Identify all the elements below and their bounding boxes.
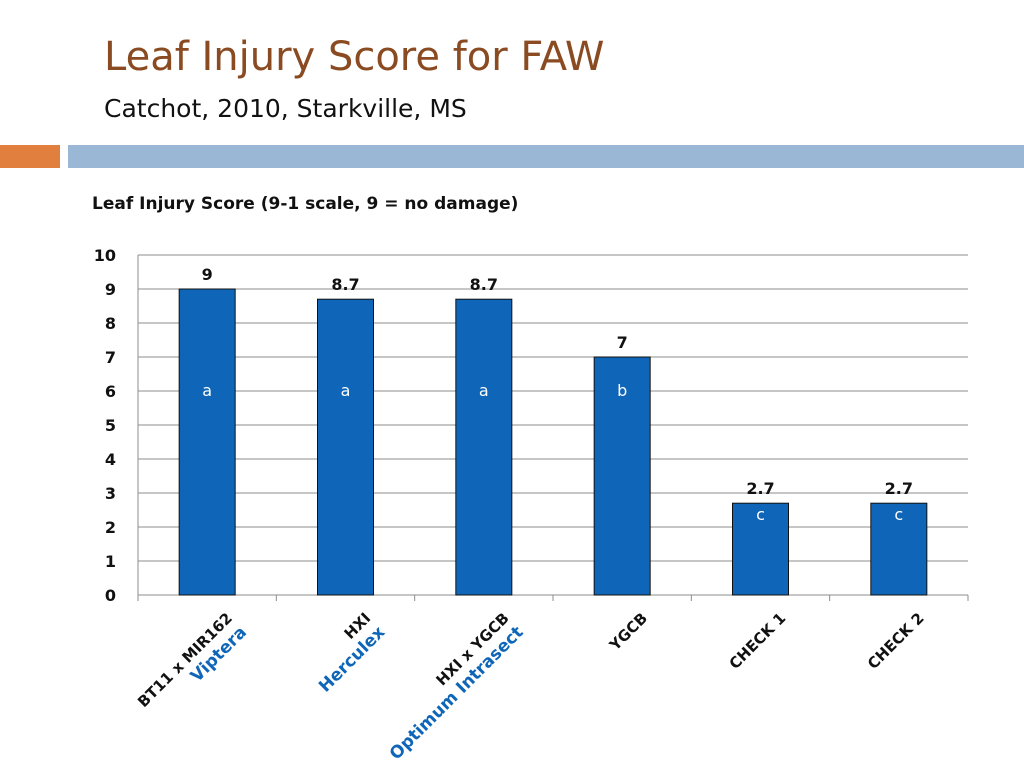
- y-tick-label: 10: [94, 246, 116, 265]
- category-name: CHECK 1: [726, 609, 790, 673]
- accent-band-orange: [0, 145, 60, 168]
- category-trade-name: Optimum Intrasect: [386, 623, 528, 765]
- significance-letter: a: [479, 381, 489, 400]
- y-tick-label: 9: [105, 280, 116, 299]
- significance-letter: a: [202, 381, 212, 400]
- category-label: CHECK 2: [864, 609, 928, 673]
- y-tick-label: 8: [105, 314, 116, 333]
- y-tick-label: 2: [105, 518, 116, 537]
- bar: [178, 288, 236, 596]
- significance-letter: c: [756, 505, 765, 524]
- data-label: 8.7: [470, 275, 498, 294]
- significance-letter: a: [341, 381, 351, 400]
- bar: [870, 502, 928, 596]
- y-tick-label: 4: [105, 450, 116, 469]
- slide-subtitle: Catchot, 2010, Starkville, MS: [104, 94, 467, 123]
- category-label: BT11 x MIR162Viptera: [134, 609, 251, 726]
- y-tick-label: 3: [105, 484, 116, 503]
- category-label: HXI x YGCBOptimum Intrasect: [372, 609, 527, 764]
- data-label: 8.7: [331, 275, 359, 294]
- category-label: YGCB: [605, 609, 651, 655]
- category-label: HXIHerculex: [302, 609, 389, 696]
- category-name: YGCB: [605, 609, 651, 655]
- data-label: 9: [202, 265, 213, 284]
- chart-title: Leaf Injury Score (9-1 scale, 9 = no dam…: [92, 194, 519, 214]
- significance-letter: b: [617, 381, 627, 400]
- bar: [732, 502, 789, 596]
- category-label: CHECK 1: [726, 609, 790, 673]
- y-tick-label: 5: [105, 416, 116, 435]
- y-tick-label: 0: [105, 586, 116, 605]
- bar: [593, 356, 651, 596]
- bar: [317, 298, 374, 596]
- data-label: 2.7: [885, 479, 913, 498]
- y-tick-label: 1: [105, 552, 116, 571]
- y-tick-label: 6: [105, 382, 116, 401]
- y-tick-label: 7: [105, 348, 116, 367]
- accent-band-blue: [68, 145, 1024, 168]
- slide-title: Leaf Injury Score for FAW: [104, 34, 605, 80]
- data-label: 7: [617, 333, 628, 352]
- category-name: CHECK 2: [864, 609, 928, 673]
- bar: [455, 298, 513, 596]
- data-label: 2.7: [746, 479, 774, 498]
- significance-letter: c: [894, 505, 903, 524]
